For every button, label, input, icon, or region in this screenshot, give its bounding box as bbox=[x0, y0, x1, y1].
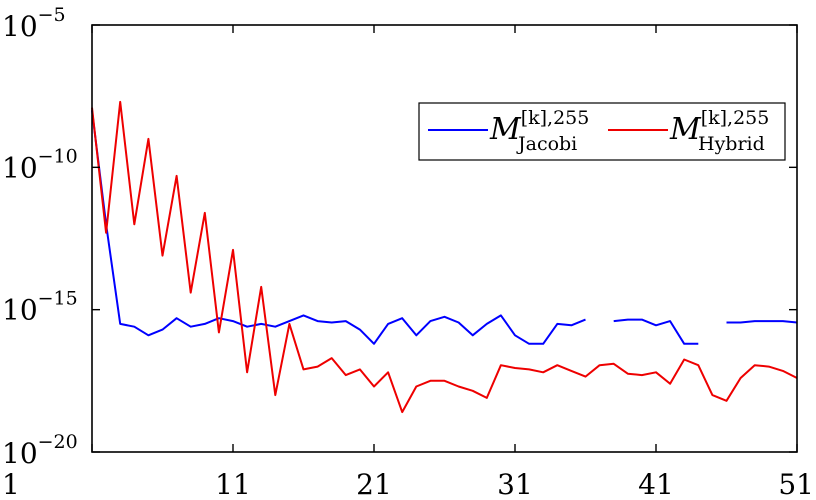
x-tick-label: 11 bbox=[215, 468, 251, 500]
series-line-hybrid bbox=[91, 100, 798, 414]
series-layer bbox=[91, 100, 798, 414]
legend-jacobi-base: M bbox=[489, 112, 522, 147]
series-line-jacobi bbox=[726, 320, 798, 324]
x-tick-label: 51 bbox=[778, 468, 814, 500]
legend-label-hybrid: M[k],255 Hybrid bbox=[669, 107, 769, 155]
legend-hybrid-sub: Hybrid bbox=[698, 133, 765, 155]
y-tick-label: 10−15 bbox=[2, 288, 78, 327]
legend-jacobi-sub: Jacobi bbox=[516, 133, 577, 155]
legend-jacobi-sup: [k],255 bbox=[521, 107, 590, 129]
x-tick-label: 1 bbox=[2, 468, 20, 500]
plot-frame bbox=[91, 24, 798, 453]
x-tick-label: 41 bbox=[638, 468, 674, 500]
legend-hybrid-base: M bbox=[669, 112, 702, 147]
x-tick-label: 31 bbox=[497, 468, 533, 500]
y-tick-label: 10−10 bbox=[2, 145, 78, 184]
legend: M[k],255 Jacobi M[k],255 Hybrid bbox=[418, 102, 786, 161]
y-tick-label: 10−5 bbox=[2, 4, 66, 43]
series-line-jacobi bbox=[91, 110, 586, 345]
legend-hybrid-sup: [k],255 bbox=[701, 107, 770, 129]
series-line-jacobi bbox=[613, 318, 699, 345]
y-tick-label: 10−20 bbox=[2, 431, 78, 470]
legend-box bbox=[418, 102, 786, 161]
plot-background bbox=[92, 25, 797, 452]
x-tick-label: 21 bbox=[356, 468, 392, 500]
legend-label-jacobi: M[k],255 Jacobi bbox=[489, 107, 589, 155]
